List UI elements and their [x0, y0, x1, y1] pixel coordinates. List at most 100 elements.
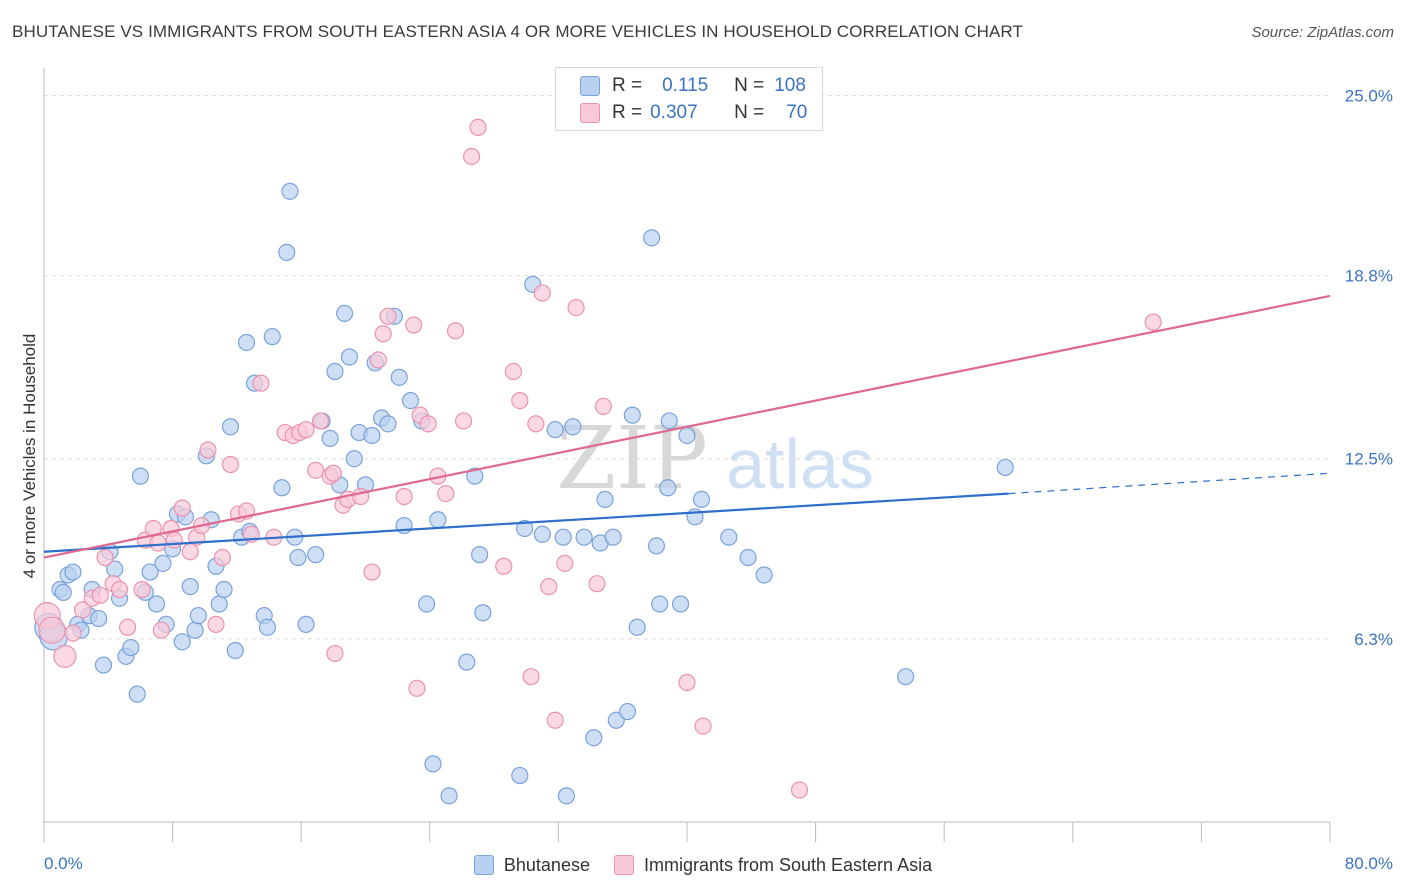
bhutanese-point — [307, 546, 325, 564]
bhutanese-point — [424, 755, 442, 773]
y-tick-label: 25.0% — [1345, 86, 1393, 105]
bhutanese-point — [131, 467, 150, 485]
bhutanese-point — [678, 426, 696, 445]
bhutanese-trend-extension — [1008, 472, 1331, 495]
gridlines — [44, 94, 1330, 640]
bhutanese-point — [647, 537, 666, 555]
immigrants-point — [522, 668, 540, 686]
bhutanese-point — [643, 229, 661, 247]
bhutanese-point — [54, 583, 72, 602]
immigrants-point — [546, 711, 564, 729]
bhutanese-point — [186, 621, 204, 639]
immigrants-trend-line — [43, 294, 1331, 559]
immigrants-point — [495, 557, 513, 575]
x-tick-labels: 0.0% 80.0% — [44, 854, 1393, 873]
immigrants-point — [207, 615, 225, 633]
bhutanese-point — [336, 304, 354, 323]
bhutanese-point — [321, 429, 339, 447]
watermark: ZIP atlas — [556, 409, 874, 509]
watermark-atlas: atlas — [726, 425, 874, 503]
bhutanese-point — [607, 711, 625, 729]
trend-lines — [43, 294, 1331, 559]
immigrants-point — [133, 580, 151, 599]
bhutanese-point — [897, 668, 915, 686]
bhutanese-point — [263, 328, 281, 346]
immigrants-point — [311, 412, 330, 430]
bhutanese-point — [94, 656, 113, 674]
bhutanese-point — [458, 653, 476, 671]
immigrants-point — [149, 534, 167, 552]
immigrants-point — [437, 484, 455, 503]
bhutanese-point — [596, 490, 614, 509]
y-tick-label: 6.3% — [1354, 630, 1393, 649]
legend-item-bhutanese[interactable]: Bhutanese — [473, 855, 590, 876]
immigrants-point — [469, 118, 487, 137]
bhutanese-point — [141, 563, 159, 581]
bhutanese-point — [604, 528, 622, 546]
immigrants-point — [73, 601, 92, 619]
bhutanese-point — [258, 618, 277, 636]
bhutanese-point — [585, 729, 603, 747]
bhutanese-point — [474, 604, 492, 622]
bhutanese-point — [659, 479, 677, 497]
immigrants-point — [213, 548, 232, 567]
immigrants-point — [64, 624, 82, 642]
immigrants-point — [594, 397, 613, 416]
bhutanese-point — [623, 406, 641, 424]
bhutanese-point — [128, 685, 146, 703]
chart-title: BHUTANESE VS IMMIGRANTS FROM SOUTH EASTE… — [12, 22, 1023, 41]
immigrants-point — [678, 673, 696, 692]
legend-label: Immigrants from South Eastern Asia — [643, 854, 933, 875]
immigrants-point — [408, 679, 426, 697]
bhutanese-point — [471, 546, 489, 564]
legend-item-immigrants[interactable]: Immigrants from South Eastern Asia — [613, 854, 933, 876]
bhutanese-point — [671, 595, 690, 613]
immigrants-point — [118, 618, 137, 636]
bhutanese-point — [278, 243, 296, 261]
immigrants-point — [405, 316, 423, 334]
legend-r-value: 0.307 — [650, 102, 698, 123]
immigrants-point — [379, 307, 397, 325]
y-tick-label: 12.5% — [1345, 450, 1393, 469]
axes — [43, 68, 1331, 842]
bhutanese-point — [575, 528, 593, 546]
bhutanese-point — [466, 467, 484, 485]
immigrants-point — [694, 717, 712, 735]
immigrants-point — [462, 147, 481, 166]
immigrants-point — [446, 322, 465, 340]
blue-swatch — [580, 76, 600, 96]
immigrants-point — [369, 351, 387, 369]
immigrants-point — [556, 554, 574, 572]
immigrants-point — [173, 499, 191, 517]
legend-n-label: N = — [734, 75, 765, 96]
bhutanese-point — [557, 787, 576, 805]
bhutanese-point — [189, 607, 207, 625]
immigrants-point — [165, 531, 183, 549]
bhutanese-point — [226, 641, 244, 660]
pink-swatch — [613, 855, 634, 875]
legend-row-immigrants: R = 0.307 N = 70 — [580, 100, 807, 126]
legend-r-label: R = — [612, 75, 643, 96]
bhutanese-point — [429, 511, 447, 529]
immigrants-point — [110, 580, 129, 599]
bhutanese-point — [511, 766, 529, 785]
bhutanese-point — [122, 639, 140, 657]
bhutanese-point — [739, 548, 757, 567]
bhutanese-point — [147, 595, 166, 613]
watermark-zip: ZIP — [556, 409, 708, 509]
blue-swatch — [473, 855, 494, 875]
legend-n-label: N = — [734, 102, 765, 123]
immigrants-point — [419, 415, 437, 433]
immigrants-point — [199, 441, 217, 459]
bhutanese-point — [440, 787, 458, 805]
bhutanese-point — [154, 554, 172, 572]
immigrants-point — [511, 391, 529, 410]
bhutanese-point — [546, 421, 564, 439]
immigrants-point — [181, 543, 199, 561]
immigrants-point — [527, 415, 545, 433]
immigrants-point — [152, 621, 170, 639]
bhutanese-point — [281, 182, 299, 200]
y-tick-labels: 6.3% 12.5% 18.8% 25.0% — [1345, 86, 1393, 648]
bhutanese-trend-line — [43, 492, 1009, 553]
bhutanese-point — [390, 368, 408, 386]
